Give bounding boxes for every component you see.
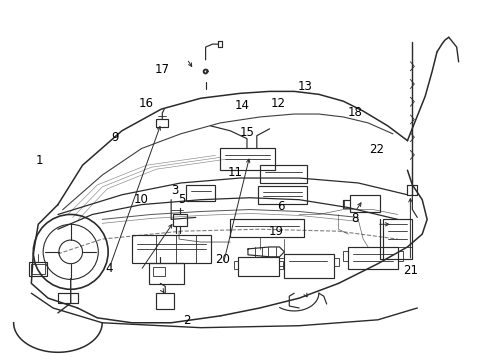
Bar [279,261,283,269]
Bar [382,219,411,259]
Bar [397,251,402,261]
Bar [220,148,274,170]
Text: 3: 3 [171,184,178,197]
Text: 18: 18 [347,106,362,119]
Bar [259,165,306,183]
Bar [279,258,284,266]
Text: 10: 10 [133,193,148,206]
Bar [131,235,210,263]
Text: 22: 22 [368,143,384,156]
Text: 21: 21 [402,264,417,277]
Text: 12: 12 [270,97,285,110]
Text: 15: 15 [239,126,254,139]
Text: 19: 19 [268,225,283,238]
Bar [156,119,168,127]
Bar [257,186,306,204]
Bar [149,263,183,284]
Bar [349,195,379,212]
Bar [153,267,165,276]
Text: 8: 8 [351,212,358,225]
Text: 17: 17 [155,63,170,76]
Bar [185,185,215,201]
Bar [173,215,186,226]
Text: 9: 9 [110,131,118,144]
Text: 6: 6 [276,200,284,213]
Bar [333,258,338,266]
Text: 5: 5 [178,193,185,206]
Bar [156,293,174,309]
Bar [31,264,45,274]
Text: 2: 2 [183,314,190,327]
Text: 16: 16 [138,97,153,110]
Bar [284,254,333,278]
Text: 20: 20 [215,253,230,266]
Bar [347,247,397,269]
Bar [234,261,238,269]
Bar [344,200,349,208]
Text: 4: 4 [105,262,112,275]
Text: 11: 11 [227,166,242,179]
Text: 14: 14 [234,99,249,112]
Bar [29,262,47,275]
Bar [230,219,304,237]
Bar [238,257,279,276]
Text: 13: 13 [297,80,311,93]
Text: 1: 1 [36,154,43,167]
Bar [343,251,347,261]
